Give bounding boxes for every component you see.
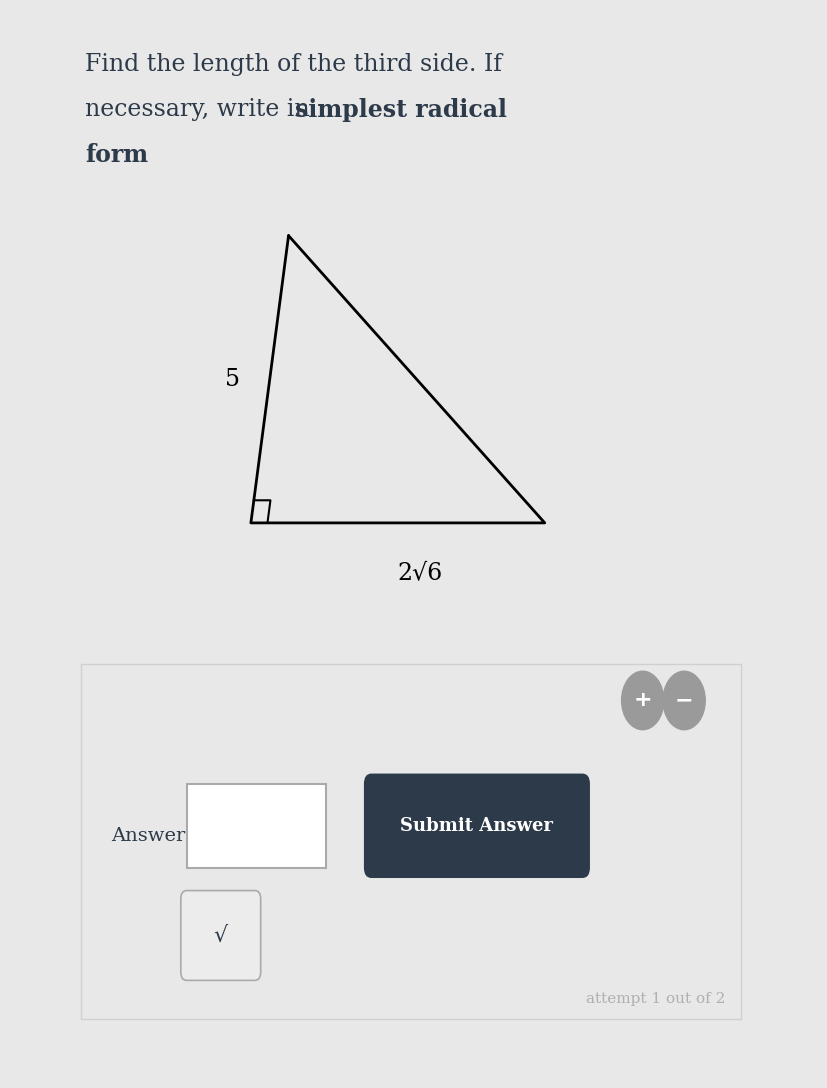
FancyBboxPatch shape [180,891,261,980]
Text: necessary, write in: necessary, write in [85,98,317,121]
Text: attempt 1 out of 2: attempt 1 out of 2 [586,992,724,1006]
FancyBboxPatch shape [187,784,326,867]
Circle shape [621,671,663,730]
Circle shape [662,671,705,730]
Text: Answer:: Answer: [112,827,192,845]
Text: simplest radical: simplest radical [294,98,506,122]
Text: 2√6: 2√6 [397,561,442,584]
Text: +: + [633,691,651,710]
Text: Submit Answer: Submit Answer [400,817,552,834]
Text: Find the length of the third side. If: Find the length of the third side. If [85,53,501,76]
Text: form: form [85,143,148,166]
Text: √: √ [213,926,227,945]
FancyBboxPatch shape [81,664,740,1019]
Text: .: . [140,143,147,165]
Text: 5: 5 [224,368,239,391]
FancyBboxPatch shape [364,774,589,878]
Text: −: − [674,691,692,710]
